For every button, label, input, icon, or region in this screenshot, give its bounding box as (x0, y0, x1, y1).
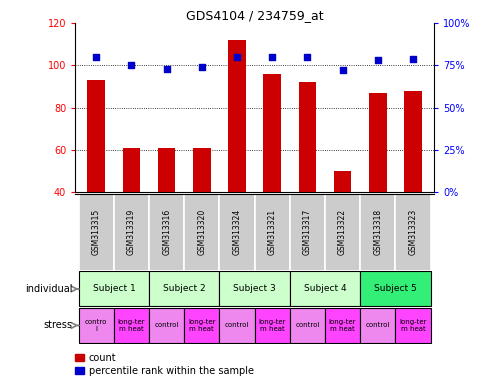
Text: control: control (225, 323, 249, 328)
Bar (403, 91, 421, 192)
Text: GSM313320: GSM313320 (197, 209, 206, 255)
Text: stress: stress (44, 320, 73, 331)
Bar (122, 148, 140, 192)
Bar (219, 194, 254, 271)
Bar (394, 194, 430, 271)
Point (338, 67, 346, 73)
Text: control: control (365, 323, 389, 328)
Text: GSM313321: GSM313321 (267, 209, 276, 255)
Bar (254, 308, 289, 343)
Bar (289, 271, 360, 306)
Text: Subject 2: Subject 2 (163, 285, 205, 293)
Bar (87, 80, 105, 192)
Point (373, 57, 381, 63)
Text: Subject 5: Subject 5 (373, 285, 416, 293)
Text: GSM313317: GSM313317 (302, 209, 311, 255)
Text: long-ter
m heat: long-ter m heat (398, 319, 426, 332)
Bar (324, 308, 360, 343)
Bar (360, 308, 394, 343)
Text: long-ter
m heat: long-ter m heat (188, 319, 215, 332)
Bar (157, 148, 175, 192)
Point (303, 54, 311, 60)
Text: individual: individual (25, 284, 73, 294)
Bar (184, 194, 219, 271)
Point (197, 64, 205, 70)
Text: percentile rank within the sample: percentile rank within the sample (89, 366, 253, 376)
Point (163, 66, 170, 72)
Title: GDS4104 / 234759_at: GDS4104 / 234759_at (185, 9, 323, 22)
Point (233, 54, 241, 60)
Bar (149, 308, 184, 343)
Bar (298, 82, 316, 192)
Text: Subject 1: Subject 1 (92, 285, 135, 293)
Bar (360, 194, 394, 271)
Bar (263, 74, 280, 192)
Text: GSM313322: GSM313322 (337, 209, 347, 255)
Text: Subject 3: Subject 3 (233, 285, 275, 293)
Text: long-ter
m heat: long-ter m heat (118, 319, 145, 332)
Bar (289, 194, 324, 271)
Bar (254, 194, 289, 271)
Bar (324, 194, 360, 271)
Bar (333, 171, 351, 192)
Point (92, 54, 100, 60)
Bar (114, 308, 149, 343)
Text: control: control (295, 323, 319, 328)
Text: control: control (154, 323, 179, 328)
Text: long-ter
m heat: long-ter m heat (258, 319, 286, 332)
Text: GSM313324: GSM313324 (232, 209, 241, 255)
Bar (184, 308, 219, 343)
Text: contro
l: contro l (85, 319, 107, 332)
Text: GSM313319: GSM313319 (127, 209, 136, 255)
Text: count: count (89, 353, 116, 362)
Bar (78, 271, 149, 306)
Bar (193, 148, 210, 192)
Text: GSM313315: GSM313315 (91, 209, 101, 255)
Point (268, 54, 275, 60)
Text: Subject 4: Subject 4 (303, 285, 346, 293)
Point (408, 55, 416, 61)
Bar (219, 308, 254, 343)
Bar (78, 308, 114, 343)
Text: long-ter
m heat: long-ter m heat (328, 319, 356, 332)
Bar (289, 308, 324, 343)
Bar (394, 308, 430, 343)
Bar (149, 194, 184, 271)
Text: GSM313318: GSM313318 (373, 209, 381, 255)
Bar (149, 271, 219, 306)
Bar (219, 271, 289, 306)
Bar (78, 194, 114, 271)
Text: GSM313323: GSM313323 (408, 209, 417, 255)
Bar (360, 271, 430, 306)
Bar (114, 194, 149, 271)
Point (127, 62, 135, 68)
Text: GSM313316: GSM313316 (162, 209, 171, 255)
Bar (368, 93, 386, 192)
Bar (228, 40, 245, 192)
